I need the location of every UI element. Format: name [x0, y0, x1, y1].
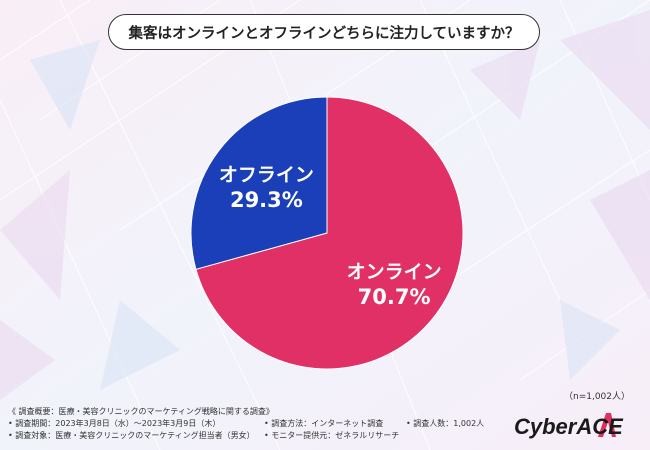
logo-text: CyberACE [514, 414, 624, 439]
sample-size: （n=1,002人） [563, 392, 630, 402]
survey-footer: 《 調査概要：医療・美容クリニックのマーケティング戦略に関する調査》 • 調査期… [0, 406, 650, 450]
chart-title: 集客はオンラインとオフラインどちらに注力していますか？ [108, 14, 540, 50]
survey-method: • 調査方法：インターネット調査 [264, 419, 384, 428]
pie-slice-online [195, 96, 464, 370]
survey-target: • 調査対象：医療・美容クリニックのマーケティング担当者（男女） [8, 431, 255, 440]
survey-respondents: • 調査人数：1,002人 [406, 419, 485, 428]
pie-slice-offline [190, 96, 328, 270]
survey-provider: • モニター提供元：ゼネラルリサーチ [264, 431, 400, 440]
slice-value-offline: 29.3% [230, 188, 303, 212]
cyberace-logo: CyberACE [514, 413, 624, 439]
survey-period: • 調査期間：2023年3月8日（水）～2023年3月9日（木） [8, 419, 221, 428]
slice-label-online: オンライン [347, 261, 442, 283]
slice-value-online: 70.7% [358, 285, 431, 309]
slice-label-offline: オフライン [219, 164, 314, 186]
survey-overview: 《 調査概要：医療・美容クリニックのマーケティング戦略に関する調査》 [8, 407, 274, 416]
